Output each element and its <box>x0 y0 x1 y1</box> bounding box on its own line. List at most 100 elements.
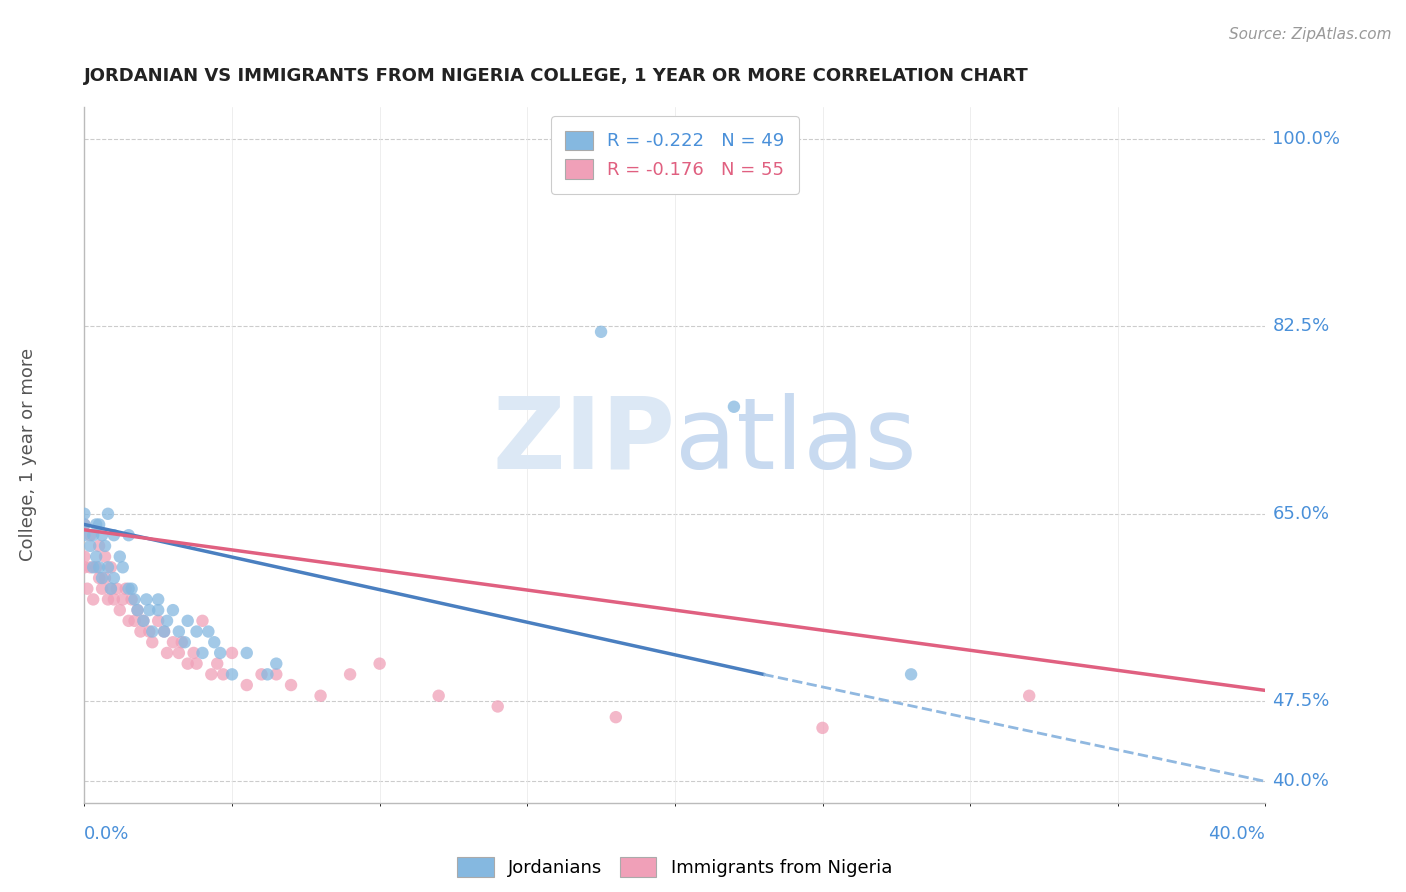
Point <box>73 517 96 532</box>
Point <box>264 657 288 671</box>
Point <box>170 635 193 649</box>
Point <box>118 582 141 596</box>
Point <box>191 646 214 660</box>
Point <box>900 667 922 681</box>
Text: College, 1 year or more: College, 1 year or more <box>20 349 37 561</box>
Point <box>235 646 259 660</box>
Point <box>132 614 155 628</box>
Point <box>132 614 155 628</box>
Point <box>73 549 96 564</box>
Point <box>138 624 160 639</box>
Point <box>97 592 120 607</box>
Point <box>111 560 134 574</box>
Point <box>205 657 228 671</box>
Point <box>73 560 96 574</box>
Point <box>162 635 184 649</box>
Point <box>191 614 214 628</box>
Point <box>250 667 273 681</box>
Point <box>1018 689 1040 703</box>
Point <box>127 603 149 617</box>
Text: ZIP: ZIP <box>492 392 675 490</box>
Point <box>368 657 391 671</box>
Point <box>73 528 96 542</box>
Point <box>141 635 163 649</box>
Point <box>84 560 107 574</box>
Point <box>84 517 107 532</box>
Point <box>76 582 98 596</box>
Point <box>197 624 219 639</box>
Point <box>141 624 163 639</box>
Point <box>200 667 222 681</box>
Point <box>148 592 170 607</box>
Point <box>82 528 104 542</box>
Legend: Jordanians, Immigrants from Nigeria: Jordanians, Immigrants from Nigeria <box>450 850 900 884</box>
Point <box>186 657 208 671</box>
Text: JORDANIAN VS IMMIGRANTS FROM NIGERIA COLLEGE, 1 YEAR OR MORE CORRELATION CHART: JORDANIAN VS IMMIGRANTS FROM NIGERIA COL… <box>84 67 1029 85</box>
Point <box>100 582 122 596</box>
Point <box>209 646 232 660</box>
Point <box>221 667 243 681</box>
Point <box>264 667 288 681</box>
Point <box>127 603 149 617</box>
Point <box>111 592 134 607</box>
Point <box>605 710 627 724</box>
Point <box>811 721 834 735</box>
Point <box>108 549 131 564</box>
Point <box>173 635 195 649</box>
Point <box>94 571 117 585</box>
Point <box>124 614 146 628</box>
Point <box>97 560 120 574</box>
Point <box>73 507 96 521</box>
Text: 82.5%: 82.5% <box>1272 318 1330 335</box>
Point <box>156 614 179 628</box>
Text: atlas: atlas <box>675 392 917 490</box>
Point <box>256 667 278 681</box>
Point <box>124 592 146 607</box>
Point <box>591 325 613 339</box>
Point <box>103 528 125 542</box>
Point <box>94 539 117 553</box>
Point <box>94 549 117 564</box>
Point <box>339 667 361 681</box>
Point <box>183 646 205 660</box>
Point <box>91 571 114 585</box>
Point <box>87 517 111 532</box>
Point <box>79 539 101 553</box>
Point <box>87 571 111 585</box>
Point <box>103 592 125 607</box>
Point <box>427 689 450 703</box>
Point <box>280 678 302 692</box>
Point <box>73 517 96 532</box>
Text: 65.0%: 65.0% <box>1272 505 1330 523</box>
Point <box>79 560 101 574</box>
Point <box>177 657 200 671</box>
Point <box>486 699 509 714</box>
Point <box>148 614 170 628</box>
Point <box>129 624 152 639</box>
Text: 100.0%: 100.0% <box>1272 130 1340 148</box>
Point <box>162 603 184 617</box>
Point <box>100 560 122 574</box>
Point <box>221 646 243 660</box>
Point <box>235 678 259 692</box>
Point <box>156 646 179 660</box>
Point <box>118 528 141 542</box>
Point <box>202 635 225 649</box>
Point <box>121 582 143 596</box>
Point <box>148 603 170 617</box>
Point <box>114 582 136 596</box>
Text: 0.0%: 0.0% <box>84 825 129 843</box>
Point <box>87 560 111 574</box>
Text: 47.5%: 47.5% <box>1272 692 1330 710</box>
Point <box>309 689 332 703</box>
Point <box>138 603 160 617</box>
Point <box>105 582 128 596</box>
Text: 40.0%: 40.0% <box>1272 772 1329 790</box>
Point <box>108 603 131 617</box>
Point <box>103 571 125 585</box>
Point <box>79 528 101 542</box>
Point <box>177 614 200 628</box>
Point <box>118 614 141 628</box>
Point <box>100 582 122 596</box>
Text: 40.0%: 40.0% <box>1209 825 1265 843</box>
